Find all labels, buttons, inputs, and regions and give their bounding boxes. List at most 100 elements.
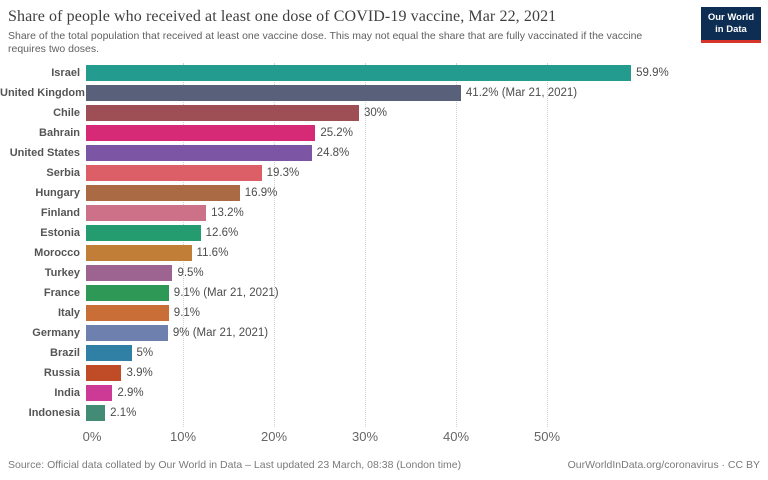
bar-india[interactable] bbox=[86, 385, 113, 401]
bar-track: 2.1% bbox=[86, 405, 768, 421]
country-label: Bahrain bbox=[39, 127, 80, 139]
bar-track: 12.6% bbox=[86, 225, 768, 241]
bar-indonesia[interactable] bbox=[86, 405, 106, 421]
country-label: Russia bbox=[43, 367, 80, 379]
country-label: Turkey bbox=[44, 267, 80, 279]
gridline bbox=[456, 63, 457, 427]
bar-track: 9% (Mar 21, 2021) bbox=[86, 325, 768, 341]
bar-brazil[interactable] bbox=[86, 345, 132, 361]
bar-morocco[interactable] bbox=[86, 245, 192, 261]
value-label: 25.2% bbox=[320, 127, 353, 139]
value-label: 30% bbox=[364, 107, 388, 119]
bar-row: Serbia 19.3% bbox=[0, 163, 768, 183]
bar-row: Finland 13.2% bbox=[0, 203, 768, 223]
bar-track: 9.5% bbox=[86, 265, 768, 281]
x-tick-label: 0% bbox=[82, 429, 102, 444]
source-note: Source: Official data collated by Our Wo… bbox=[8, 459, 462, 471]
country-label: Brazil bbox=[50, 347, 80, 359]
country-label: Morocco bbox=[34, 247, 80, 259]
bar-serbia[interactable] bbox=[86, 165, 262, 181]
owid-logo-line1: Our World bbox=[707, 12, 755, 23]
bar-track: 41.2% (Mar 21, 2021) bbox=[86, 85, 768, 101]
bar-track: 2.9% bbox=[86, 385, 768, 401]
bar-track: 24.8% bbox=[86, 145, 768, 161]
gridline bbox=[365, 63, 366, 427]
owid-link[interactable]: OurWorldInData.org/coronavirus · CC BY bbox=[567, 459, 760, 471]
bar-row: Hungary 16.9% bbox=[0, 183, 768, 203]
bar-track: 30% bbox=[86, 105, 768, 121]
x-axis: 0% 10% 20% 30% 40% 50% bbox=[0, 429, 768, 445]
country-label: Chile bbox=[53, 107, 80, 119]
country-label: Israel bbox=[51, 67, 80, 79]
value-label: 9.5% bbox=[177, 267, 204, 279]
bar-row: Morocco 11.6% bbox=[0, 243, 768, 263]
owid-logo-line2: in Data bbox=[715, 23, 747, 35]
chart-header: Share of people who received at least on… bbox=[8, 8, 690, 57]
bar-russia[interactable] bbox=[86, 365, 122, 381]
value-label: 41.2% (Mar 21, 2021) bbox=[465, 87, 578, 99]
bar-row: United States 24.8% bbox=[0, 143, 768, 163]
bar-france[interactable] bbox=[86, 285, 169, 301]
country-label: Italy bbox=[57, 307, 80, 319]
bar-chart: Israel 59.9% United Kingdom 41.2% (Mar 21, … bbox=[0, 63, 768, 427]
value-label: 2.1% bbox=[110, 407, 137, 419]
bar-row: Israel 59.9% bbox=[0, 63, 768, 83]
bar-row: France 9.1% (Mar 21, 2021) bbox=[0, 283, 768, 303]
value-label: 19.3% bbox=[266, 167, 300, 179]
bar-track: 11.6% bbox=[86, 245, 768, 261]
bar-row: Indonesia 2.1% bbox=[0, 403, 768, 423]
chart-title: Share of people who received at least on… bbox=[8, 8, 557, 25]
chart-footer: Source: Official data collated by Our Wo… bbox=[8, 459, 760, 471]
bar-united-kingdom[interactable] bbox=[86, 85, 461, 101]
value-label: 2.9% bbox=[117, 387, 144, 399]
bar-track: 13.2% bbox=[86, 205, 768, 221]
bar-track: 9.1% bbox=[86, 305, 768, 321]
x-tick-label: 30% bbox=[351, 429, 379, 444]
bar-chile[interactable] bbox=[86, 105, 359, 121]
country-label: United Kingdom bbox=[0, 87, 85, 99]
bar-turkey[interactable] bbox=[86, 265, 173, 281]
gridline bbox=[547, 63, 548, 427]
value-label: 11.6% bbox=[196, 247, 229, 259]
bar-row: Turkey 9.5% bbox=[0, 263, 768, 283]
bar-row: Chile 30% bbox=[0, 103, 768, 123]
x-tick-label: 10% bbox=[169, 429, 197, 444]
value-label: 12.6% bbox=[205, 227, 239, 239]
bar-united-states[interactable] bbox=[86, 145, 312, 161]
x-tick-label: 20% bbox=[260, 429, 288, 444]
value-label: 59.9% bbox=[636, 67, 669, 79]
bar-track: 5% bbox=[86, 345, 768, 361]
value-label: 24.8% bbox=[316, 147, 350, 159]
country-label: Germany bbox=[32, 327, 80, 339]
value-label: 9.1% (Mar 21, 2021) bbox=[173, 287, 279, 299]
value-label: 9.1% bbox=[173, 307, 201, 319]
x-tick-label: 50% bbox=[533, 429, 561, 444]
owid-logo[interactable]: Our World in Data bbox=[701, 7, 761, 43]
country-label: United States bbox=[9, 147, 80, 159]
bar-israel[interactable] bbox=[86, 65, 632, 81]
value-label: 13.2% bbox=[211, 207, 244, 219]
chart-subtitle: Share of the total population that recei… bbox=[8, 30, 643, 56]
bar-row: Estonia 12.6% bbox=[0, 223, 768, 243]
bar-estonia[interactable] bbox=[86, 225, 201, 241]
bar-germany[interactable] bbox=[86, 325, 168, 341]
bar-track: 16.9% bbox=[86, 185, 768, 201]
bar-italy[interactable] bbox=[86, 305, 169, 321]
bar-row: United Kingdom 41.2% (Mar 21, 2021) bbox=[0, 83, 768, 103]
x-tick-label: 40% bbox=[442, 429, 470, 444]
bar-rows: Israel 59.9% United Kingdom 41.2% (Mar 21, … bbox=[0, 63, 768, 423]
value-label: 9% (Mar 21, 2021) bbox=[172, 327, 269, 339]
bar-hungary[interactable] bbox=[86, 185, 240, 201]
bar-track: 19.3% bbox=[86, 165, 768, 181]
bar-row: Bahrain 25.2% bbox=[0, 123, 768, 143]
bar-finland[interactable] bbox=[86, 205, 207, 221]
bar-track: 25.2% bbox=[86, 125, 768, 141]
bar-row: Italy 9.1% bbox=[0, 303, 768, 323]
country-label: India bbox=[54, 387, 80, 399]
bar-row: India 2.9% bbox=[0, 383, 768, 403]
gridline bbox=[274, 63, 275, 427]
bar-track: 9.1% (Mar 21, 2021) bbox=[86, 285, 768, 301]
country-label: Hungary bbox=[35, 187, 80, 199]
country-label: Estonia bbox=[40, 227, 80, 239]
bar-bahrain[interactable] bbox=[86, 125, 316, 141]
